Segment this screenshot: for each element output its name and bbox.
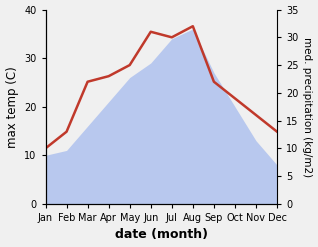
X-axis label: date (month): date (month) xyxy=(115,228,208,242)
Y-axis label: max temp (C): max temp (C) xyxy=(5,66,18,148)
Y-axis label: med. precipitation (kg/m2): med. precipitation (kg/m2) xyxy=(302,37,313,177)
